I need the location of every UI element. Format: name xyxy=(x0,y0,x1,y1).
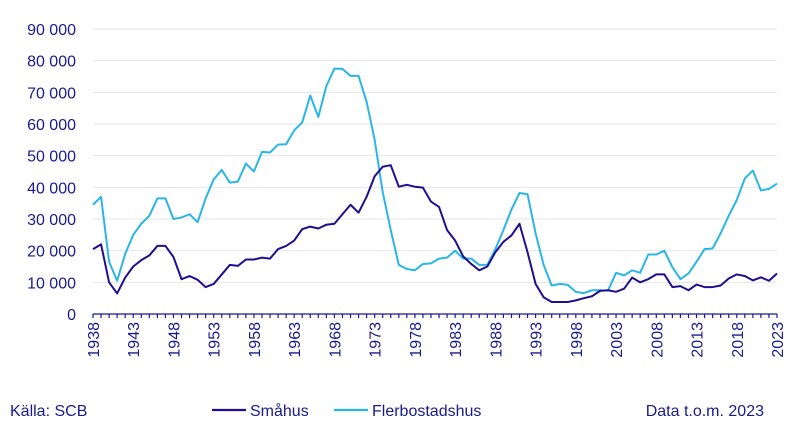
x-tick-label: 1988 xyxy=(488,322,505,358)
source-label: Källa: SCB xyxy=(10,403,87,420)
y-tick-label: 70 000 xyxy=(27,85,76,102)
y-tick-label: 10 000 xyxy=(27,275,76,292)
y-tick-label: 90 000 xyxy=(27,22,76,39)
x-tick-label: 1973 xyxy=(368,322,385,358)
x-tick-label: 2003 xyxy=(609,322,626,358)
x-tick-label: 1993 xyxy=(529,322,546,358)
legend-label-flerbostadshus: Flerbostadshus xyxy=(372,403,481,420)
x-tick-label: 1938 xyxy=(86,322,103,358)
x-tick-label: 1953 xyxy=(207,322,224,358)
y-tick-label: 0 xyxy=(67,307,76,324)
y-tick-label: 50 000 xyxy=(27,149,76,166)
legend-label-smahus: Småhus xyxy=(250,402,309,420)
axes xyxy=(92,313,778,318)
y-tick-label: 80 000 xyxy=(27,54,76,71)
y-tick-label: 30 000 xyxy=(27,212,76,229)
series-lines xyxy=(92,67,778,303)
x-tick-label: 2023 xyxy=(770,322,787,358)
x-tick-label: 2013 xyxy=(690,322,707,358)
y-tick-label: 60 000 xyxy=(27,117,76,134)
y-axis-tick-labels: 0 10 000 20 000 30 000 40 000 50 000 60 000 70 … xyxy=(27,22,76,324)
x-axis-tick-labels: 1938 1943 1948 1953 1958 1963 1968 1973 1978 1983… xyxy=(86,322,787,358)
legend: Småhus Flerbostadshus xyxy=(212,402,481,420)
y-tick-label: 20 000 xyxy=(27,244,76,261)
x-tick-label: 1998 xyxy=(569,322,586,358)
series-line-flerbostadshus xyxy=(92,67,778,295)
gridlines xyxy=(93,28,777,283)
x-tick-label: 1983 xyxy=(448,322,465,358)
x-tick-label: 1948 xyxy=(166,322,183,358)
series-line-smahus xyxy=(92,164,778,303)
x-tick-label: 1978 xyxy=(408,322,425,358)
y-tick-label: 40 000 xyxy=(27,180,76,197)
x-tick-label: 1968 xyxy=(327,322,344,358)
x-tick-label: 2018 xyxy=(730,322,747,358)
x-tick-label: 1958 xyxy=(247,322,264,358)
x-tick-label: 2008 xyxy=(649,322,666,358)
x-tick-label: 1963 xyxy=(287,322,304,358)
data-through-label: Data t.o.m. 2023 xyxy=(646,403,764,420)
x-tick-label: 1943 xyxy=(126,322,143,358)
